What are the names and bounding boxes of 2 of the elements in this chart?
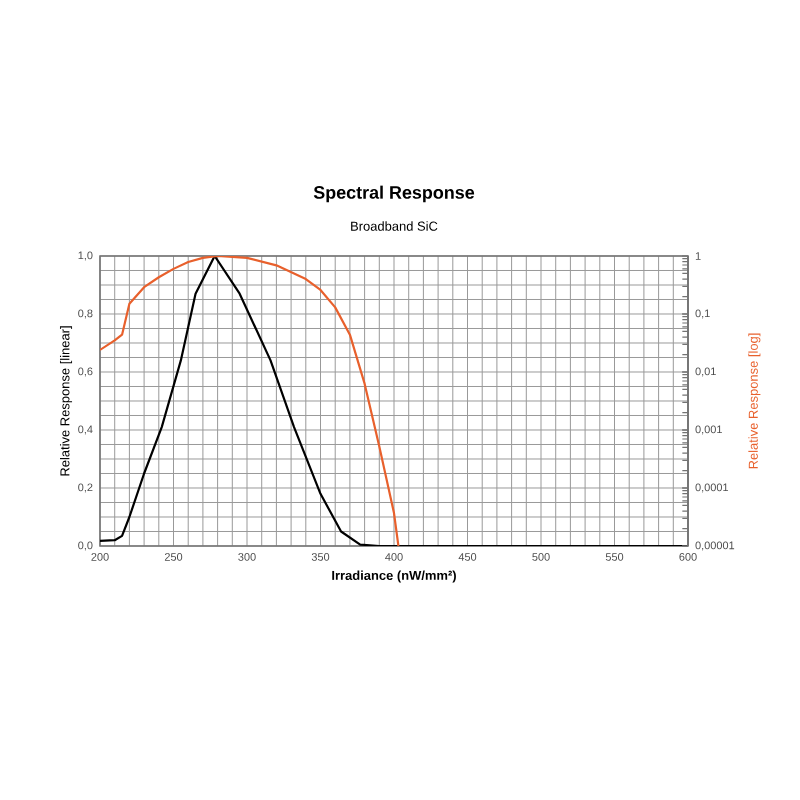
line-series — [100, 255, 400, 546]
chart-title: Spectral Response — [313, 185, 475, 203]
